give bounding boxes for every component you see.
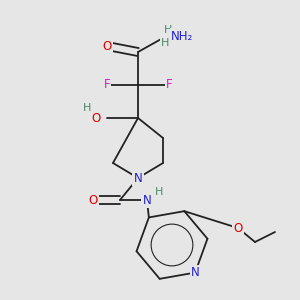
Text: NH₂: NH₂ <box>171 29 193 43</box>
Text: O: O <box>88 194 98 206</box>
Text: N: N <box>134 172 142 184</box>
Text: H: H <box>161 38 169 48</box>
Text: O: O <box>233 221 243 235</box>
Text: H: H <box>82 103 91 113</box>
Text: H: H <box>155 187 163 197</box>
Text: O: O <box>92 112 101 124</box>
Text: F: F <box>104 79 110 92</box>
Text: N: N <box>191 266 200 279</box>
Text: N: N <box>142 194 152 206</box>
Text: F: F <box>166 79 172 92</box>
Text: H: H <box>164 25 172 35</box>
Text: O: O <box>102 40 112 52</box>
